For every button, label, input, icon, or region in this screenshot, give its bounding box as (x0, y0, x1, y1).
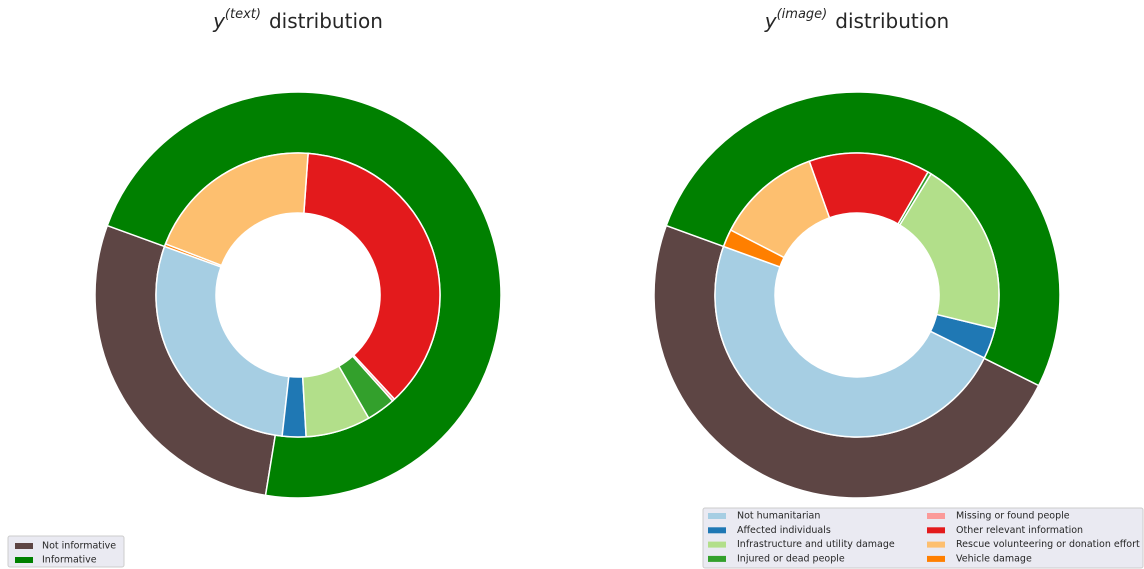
legend-label: Other relevant information (956, 525, 1083, 536)
legend-label: Missing or found people (956, 511, 1070, 522)
wedge (714, 245, 986, 438)
legend-label: Rescue volunteering or donation effort (956, 539, 1140, 550)
title-base: y (212, 9, 226, 33)
chart-title: y(image) distribution (764, 7, 949, 33)
legend-swatch (927, 513, 945, 519)
legend-swatch (927, 527, 945, 534)
legend-label: Not humanitarian (737, 511, 820, 522)
wedge (164, 152, 309, 267)
legend-swatch (15, 543, 33, 549)
wedge (163, 242, 223, 268)
legend-swatch (708, 513, 726, 519)
legend-label: Vehicle damage (956, 553, 1032, 564)
title-sup: (image) (777, 7, 828, 22)
chart-title: y(text) distribution (212, 7, 383, 33)
title-base: y (764, 9, 778, 33)
legend-box (7, 535, 125, 568)
legend-swatch (708, 527, 726, 534)
wedge (303, 152, 441, 401)
legend-label: Informative (42, 555, 97, 566)
title-sup: (text) (225, 7, 261, 22)
legend-label: Infrastructure and utility damage (737, 539, 895, 550)
legend-swatch (708, 555, 726, 562)
title-rest: distribution (269, 9, 383, 33)
legend-label: Affected individuals (737, 525, 831, 536)
legend-label: Injured or dead people (737, 553, 845, 564)
legend-swatch (927, 541, 945, 548)
wedge (898, 172, 1000, 330)
legend-swatch (15, 557, 33, 563)
wedge (722, 229, 786, 268)
legend-swatch (927, 555, 945, 562)
legend-label: Not informative (42, 541, 116, 552)
legend-box (702, 507, 1144, 569)
legend-swatch (708, 541, 726, 548)
title-rest: distribution (835, 9, 949, 33)
wedge (155, 245, 290, 437)
